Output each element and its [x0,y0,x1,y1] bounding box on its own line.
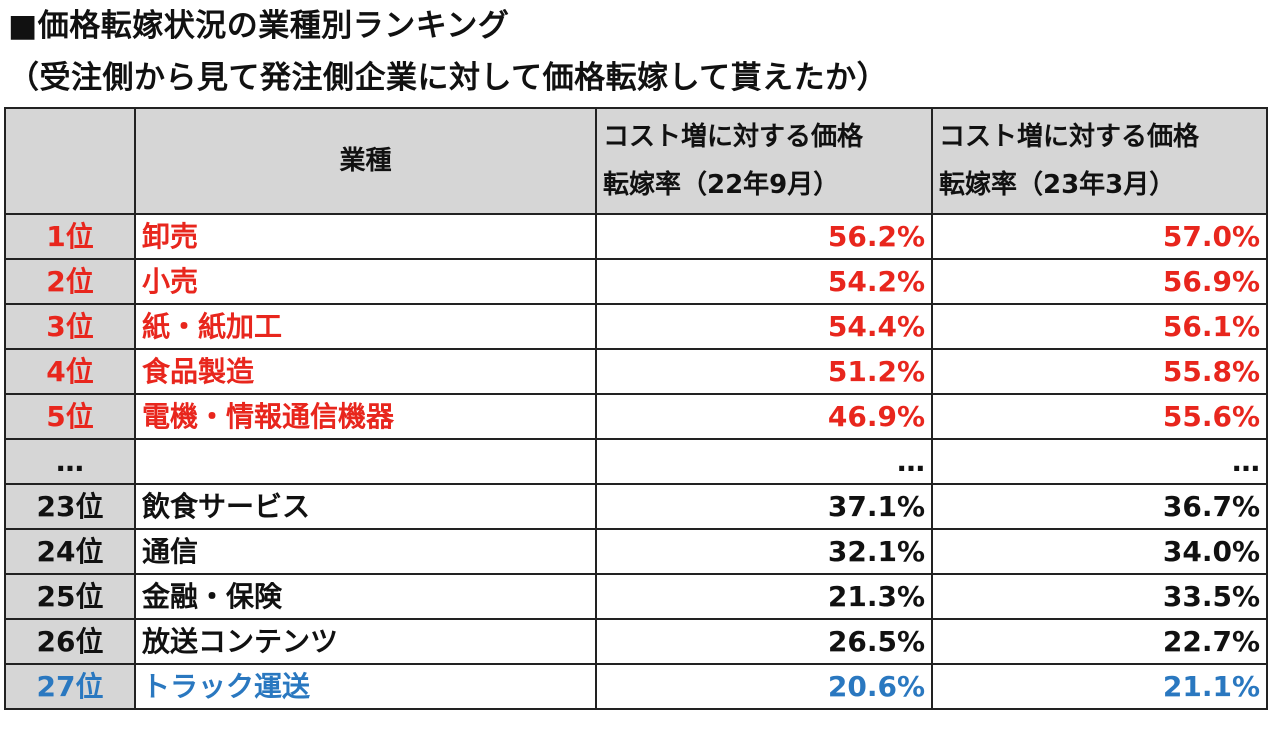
industry-cell: 金融・保険 [134,573,597,620]
sep22-rate-cell: 20.6% [595,663,933,710]
table-row: 3位 紙・紙加工 54.4% 56.1% [4,303,1268,350]
sep22-rate-cell: 26.5% [595,618,933,665]
ranking-table: 業種 コスト増に対する価格 転嫁率（22年9月） コスト増に対する価格 転嫁率（… [4,107,1268,710]
industry-cell: トラック運送 [134,663,597,710]
rank-cell: 23位 [4,483,136,530]
sep22-rate-cell: 32.1% [595,528,933,575]
table-row: 25位 金融・保険 21.3% 33.5% [4,573,1268,620]
sep22-rate-cell: 54.4% [595,303,933,350]
rank-cell: … [4,438,136,485]
rank-cell: 26位 [4,618,136,665]
header-sep22-cell: コスト増に対する価格 転嫁率（22年9月） [595,107,933,215]
industry-cell [134,438,597,485]
sep22-rate-cell: 54.2% [595,258,933,305]
industry-cell: 紙・紙加工 [134,303,597,350]
rank-cell: 2位 [4,258,136,305]
rank-cell: 27位 [4,663,136,710]
mar23-rate-cell: 22.7% [931,618,1268,665]
mar23-rate-cell: 55.6% [931,393,1268,440]
industry-cell: 卸売 [134,213,597,260]
table-row: 23位 飲食サービス 37.1% 36.7% [4,483,1268,530]
header-rank-cell [4,107,136,215]
header-industry-cell: 業種 [134,107,597,215]
industry-cell: 通信 [134,528,597,575]
rank-cell: 3位 [4,303,136,350]
rank-cell: 5位 [4,393,136,440]
mar23-rate-cell: 34.0% [931,528,1268,575]
mar23-rate-cell: 57.0% [931,213,1268,260]
header-mar23-line1: コスト増に対する価格 [939,122,1200,152]
header-mar23-cell: コスト増に対する価格 転嫁率（23年3月） [931,107,1268,215]
table-row: 2位 小売 54.2% 56.9% [4,258,1268,305]
page-title: ■価格転嫁状況の業種別ランキング [8,8,510,44]
header-sep22-line2: 転嫁率（22年9月） [603,170,840,200]
sep22-rate-cell: 21.3% [595,573,933,620]
industry-cell: 放送コンテンツ [134,618,597,665]
mar23-rate-cell: … [931,438,1268,485]
mar23-rate-cell: 36.7% [931,483,1268,530]
table-row: 5位 電機・情報通信機器 46.9% 55.6% [4,393,1268,440]
mar23-rate-cell: 33.5% [931,573,1268,620]
mar23-rate-cell: 55.8% [931,348,1268,395]
sep22-rate-cell: 51.2% [595,348,933,395]
sep22-rate-cell: 56.2% [595,213,933,260]
table-row: 26位 放送コンテンツ 26.5% 22.7% [4,618,1268,665]
sep22-rate-cell: 46.9% [595,393,933,440]
rank-cell: 25位 [4,573,136,620]
table-row: 4位 食品製造 51.2% 55.8% [4,348,1268,395]
table-row: 27位 トラック運送 20.6% 21.1% [4,663,1268,710]
ellipsis-row: … … … [4,438,1268,485]
industry-cell: 飲食サービス [134,483,597,530]
rank-cell: 4位 [4,348,136,395]
mar23-rate-cell: 21.1% [931,663,1268,710]
rank-cell: 1位 [4,213,136,260]
table-header-row: 業種 コスト増に対する価格 転嫁率（22年9月） コスト増に対する価格 転嫁率（… [4,107,1268,215]
page-subtitle: （受注側から見て発注側企業に対して価格転嫁して貰えたか） [8,60,889,96]
table-row: 24位 通信 32.1% 34.0% [4,528,1268,575]
sep22-rate-cell: … [595,438,933,485]
mar23-rate-cell: 56.9% [931,258,1268,305]
mar23-rate-cell: 56.1% [931,303,1268,350]
header-mar23-line2: 転嫁率（23年3月） [939,170,1176,200]
table-row: 1位 卸売 56.2% 57.0% [4,213,1268,260]
industry-cell: 食品製造 [134,348,597,395]
sep22-rate-cell: 37.1% [595,483,933,530]
industry-cell: 電機・情報通信機器 [134,393,597,440]
industry-cell: 小売 [134,258,597,305]
rank-cell: 24位 [4,528,136,575]
header-sep22-line1: コスト増に対する価格 [603,122,864,152]
